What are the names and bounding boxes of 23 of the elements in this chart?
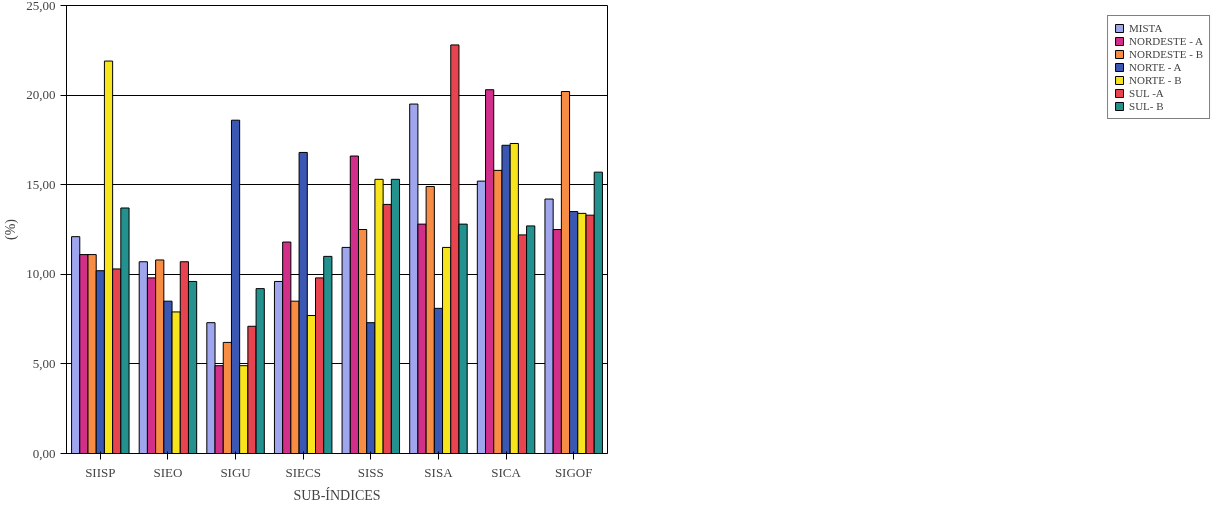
legend-label: MISTA	[1129, 22, 1163, 34]
x-tick-label: SICA	[491, 464, 522, 480]
x-tick-label: SIISP	[85, 464, 116, 480]
x-tick-label: SISS	[357, 464, 384, 480]
y-tick-label: 25,00	[26, 0, 56, 13]
legend-label: NORTE - A	[1129, 61, 1182, 73]
x-tick-label: SIEO	[153, 464, 183, 480]
x-tick-label: SIGOF	[554, 464, 593, 480]
x-tick-label: SIECS	[285, 464, 321, 480]
y-tick-label: 20,00	[26, 87, 56, 103]
y-tick-label: 0,00	[32, 445, 56, 461]
legend-label: NORDESTE - B	[1129, 48, 1203, 60]
x-tick-label: SIGU	[220, 464, 252, 480]
y-tick-label: 5,00	[32, 355, 56, 371]
y-tick-label: 15,00	[26, 176, 56, 192]
y-axis-title: (%)	[3, 218, 20, 240]
y-tick-label: 10,00	[26, 266, 56, 282]
x-tick-label: SISA	[424, 464, 454, 480]
legend-label: NORDESTE - A	[1129, 35, 1203, 47]
legend-label: SUL -A	[1129, 87, 1164, 99]
legend-label: NORTE - B	[1129, 74, 1182, 86]
x-axis-title: SUB-ÍNDICES	[293, 486, 381, 503]
legend-label: SUL- B	[1129, 100, 1164, 112]
